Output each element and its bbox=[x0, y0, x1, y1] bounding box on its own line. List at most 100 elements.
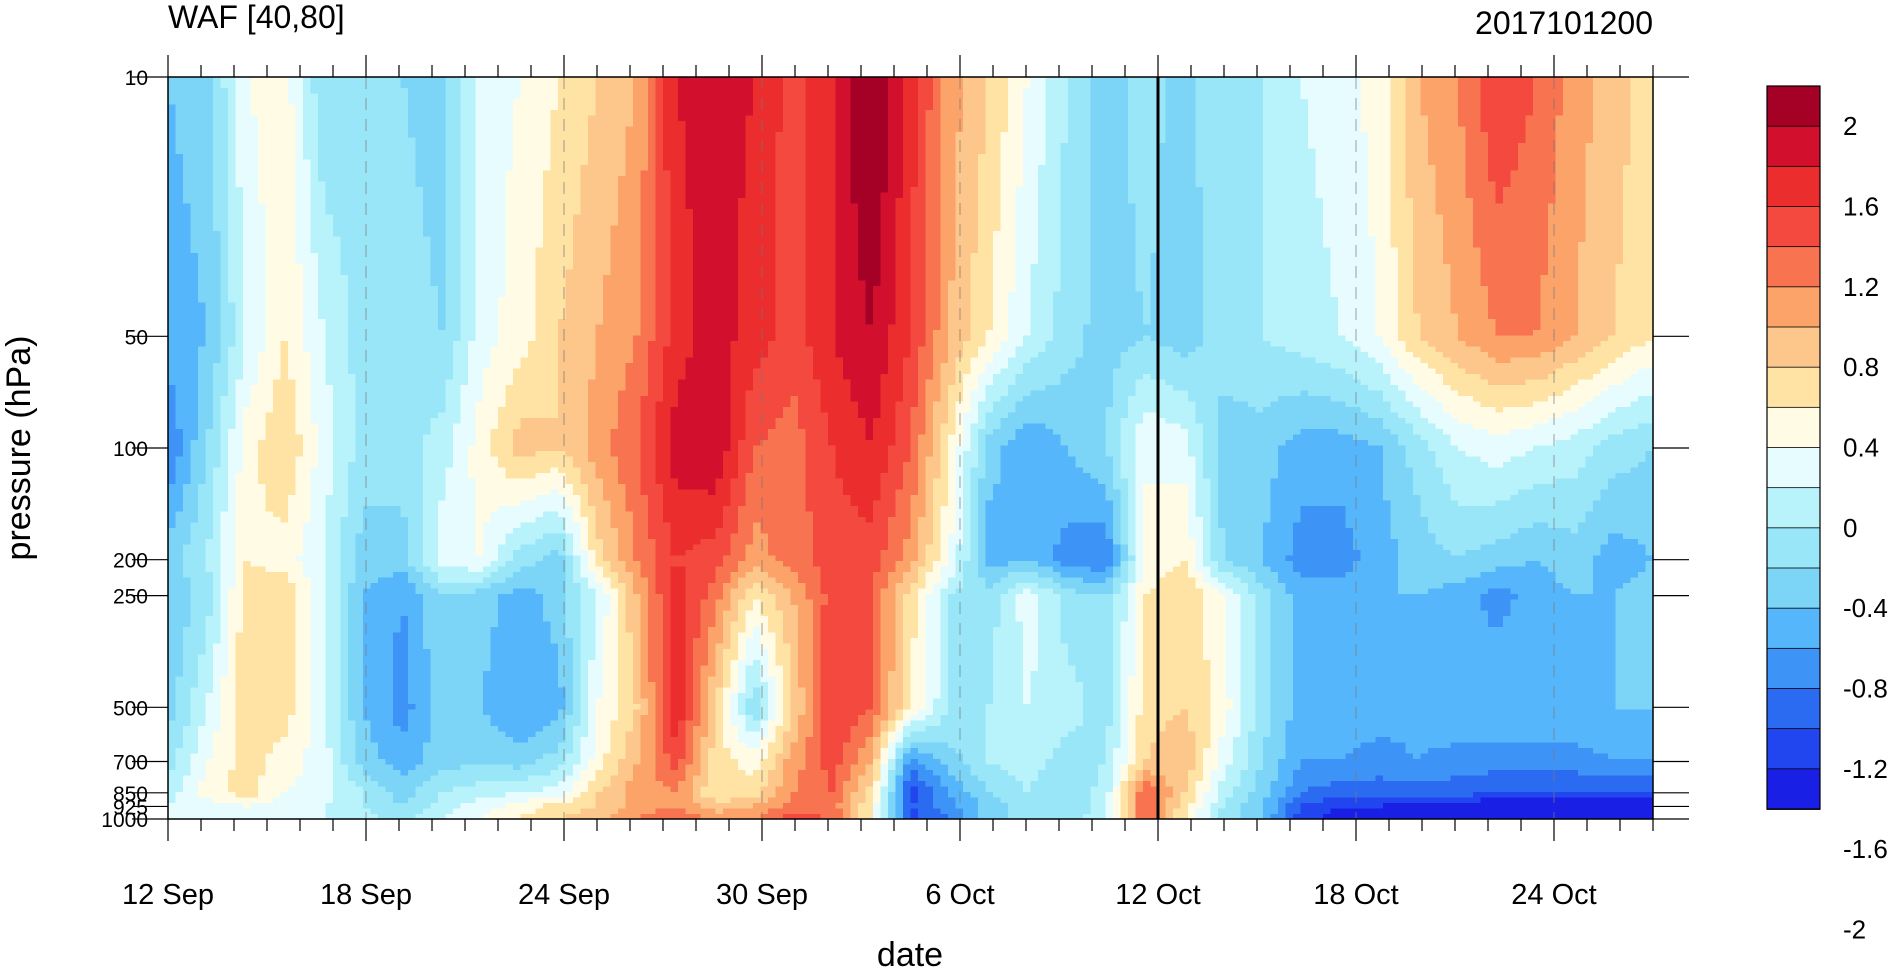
heatmap-cell bbox=[333, 209, 342, 216]
heatmap-cell bbox=[265, 82, 274, 89]
heatmap-cell bbox=[1435, 187, 1444, 194]
heatmap-cell bbox=[813, 209, 822, 216]
heatmap-cell bbox=[265, 148, 274, 155]
heatmap-cell bbox=[625, 159, 634, 166]
heatmap-cell bbox=[1398, 170, 1407, 177]
heatmap-cell bbox=[190, 137, 199, 144]
heatmap-cell bbox=[1518, 148, 1527, 155]
heatmap-cell bbox=[505, 170, 514, 177]
heatmap-cell bbox=[1570, 159, 1579, 166]
heatmap-cell bbox=[1195, 170, 1204, 177]
heatmap-cell bbox=[333, 192, 342, 199]
heatmap-cell bbox=[625, 187, 634, 194]
heatmap-cell bbox=[1090, 104, 1099, 111]
heatmap-cell bbox=[355, 154, 364, 161]
heatmap-cell bbox=[550, 82, 559, 89]
heatmap-cell bbox=[1443, 115, 1452, 122]
heatmap-cell bbox=[1240, 181, 1249, 188]
heatmap-cell bbox=[415, 198, 424, 205]
heatmap-cell bbox=[445, 143, 454, 150]
heatmap-cell bbox=[618, 104, 627, 111]
heatmap-cell bbox=[520, 110, 529, 117]
heatmap-cell bbox=[1195, 121, 1204, 128]
heatmap-cell bbox=[415, 192, 424, 199]
heatmap-cell bbox=[1315, 159, 1324, 166]
heatmap-cell bbox=[288, 104, 297, 111]
heatmap-cell bbox=[1330, 121, 1339, 128]
heatmap-cell bbox=[1390, 176, 1399, 183]
heatmap-cell bbox=[423, 110, 432, 117]
heatmap-cell bbox=[288, 209, 297, 216]
heatmap-cell bbox=[1608, 93, 1617, 100]
heatmap-cell bbox=[1083, 82, 1092, 89]
heatmap-cell bbox=[828, 176, 837, 183]
heatmap-cell bbox=[490, 198, 499, 205]
heatmap-cell bbox=[783, 77, 792, 84]
heatmap-cell bbox=[475, 165, 484, 172]
heatmap-cell bbox=[1398, 77, 1407, 84]
heatmap-cell bbox=[1563, 176, 1572, 183]
heatmap-cell bbox=[798, 187, 807, 194]
heatmap-cell bbox=[543, 176, 552, 183]
heatmap-cell bbox=[708, 148, 717, 155]
heatmap-cell bbox=[663, 165, 672, 172]
heatmap-cell bbox=[610, 88, 619, 95]
heatmap-cell bbox=[558, 88, 567, 95]
heatmap-cell bbox=[850, 88, 859, 95]
heatmap-cell bbox=[745, 93, 754, 100]
heatmap-cell bbox=[895, 126, 904, 133]
heatmap-cell bbox=[430, 77, 439, 84]
heatmap-cell bbox=[1578, 181, 1587, 188]
heatmap-cell bbox=[693, 88, 702, 95]
heatmap-cell bbox=[378, 93, 387, 100]
heatmap-cell bbox=[1533, 110, 1542, 117]
heatmap-cell bbox=[1623, 143, 1632, 150]
heatmap-cell bbox=[498, 137, 507, 144]
heatmap-cell bbox=[168, 143, 177, 150]
heatmap-cell bbox=[1060, 192, 1069, 199]
heatmap-cell bbox=[760, 176, 769, 183]
heatmap-cell bbox=[355, 132, 364, 139]
heatmap-cell bbox=[333, 82, 342, 89]
heatmap-cell bbox=[408, 181, 417, 188]
heatmap-cell bbox=[1503, 198, 1512, 205]
heatmap-cell bbox=[1083, 209, 1092, 216]
heatmap-cell bbox=[888, 110, 897, 117]
heatmap-cell bbox=[1420, 192, 1429, 199]
heatmap-cell bbox=[693, 192, 702, 199]
heatmap-cell bbox=[258, 126, 267, 133]
heatmap-cell bbox=[243, 209, 252, 216]
heatmap-cell bbox=[528, 121, 537, 128]
heatmap-cell bbox=[655, 88, 664, 95]
heatmap-cell bbox=[1593, 148, 1602, 155]
heatmap-cell bbox=[768, 198, 777, 205]
heatmap-cell bbox=[1540, 93, 1549, 100]
heatmap-cell bbox=[385, 176, 394, 183]
heatmap-cell bbox=[490, 77, 499, 84]
heatmap-cell bbox=[483, 148, 492, 155]
heatmap-cell bbox=[490, 99, 499, 106]
heatmap-cell bbox=[1150, 209, 1159, 216]
heatmap-cell bbox=[745, 77, 754, 84]
heatmap-cell bbox=[1293, 198, 1302, 205]
heatmap-cell bbox=[1218, 121, 1227, 128]
heatmap-cell bbox=[1428, 198, 1437, 205]
heatmap-cell bbox=[1135, 165, 1144, 172]
heatmap-cell bbox=[1270, 170, 1279, 177]
heatmap-cell bbox=[1593, 99, 1602, 106]
heatmap-cell bbox=[220, 214, 229, 221]
heatmap-cell bbox=[1113, 137, 1122, 144]
heatmap-cell bbox=[925, 115, 934, 122]
heatmap-cell bbox=[1510, 115, 1519, 122]
heatmap-cell bbox=[205, 132, 214, 139]
heatmap-cell bbox=[1473, 137, 1482, 144]
heatmap-cell bbox=[1435, 126, 1444, 133]
heatmap-cell bbox=[1023, 170, 1032, 177]
heatmap-cell bbox=[175, 198, 184, 205]
heatmap-cell bbox=[1465, 159, 1474, 166]
heatmap-cell bbox=[1405, 93, 1414, 100]
heatmap-cell bbox=[460, 214, 469, 221]
heatmap-cell bbox=[783, 170, 792, 177]
heatmap-cell bbox=[1443, 209, 1452, 216]
heatmap-cell bbox=[258, 88, 267, 95]
